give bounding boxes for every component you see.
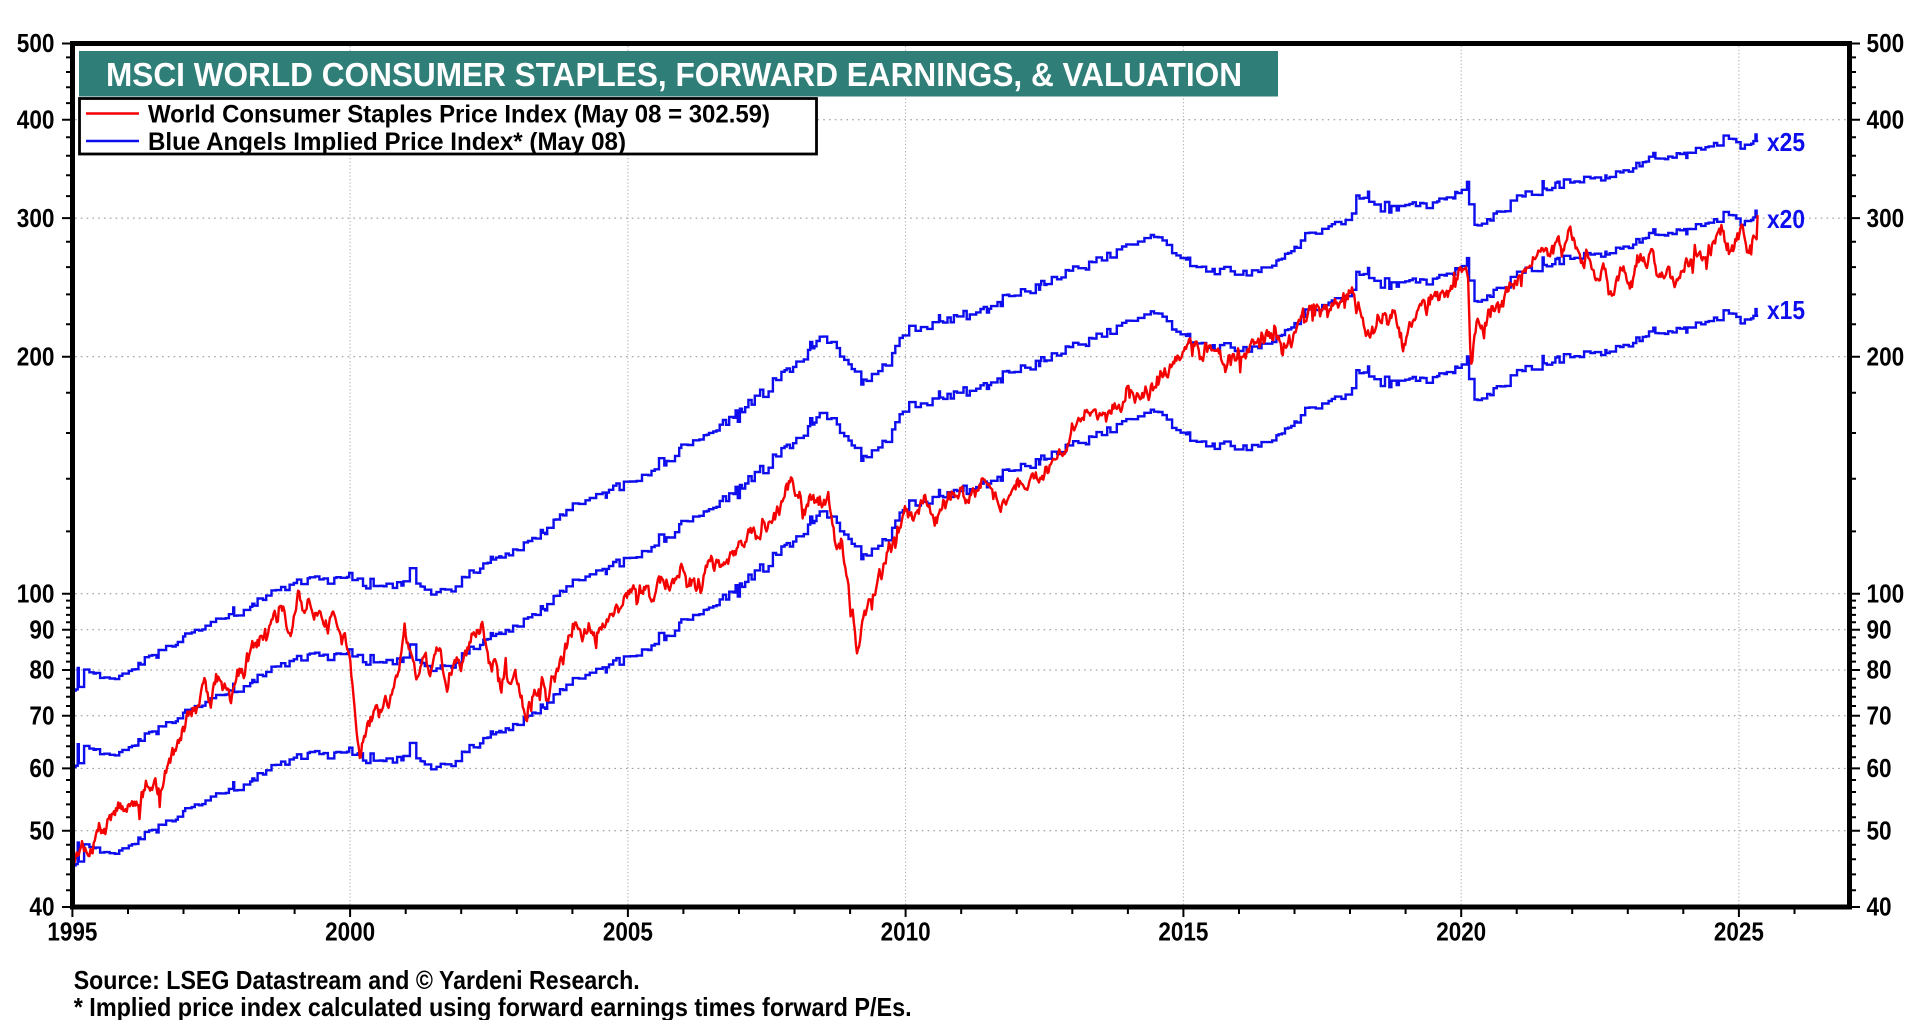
svg-text:2020: 2020 bbox=[1436, 917, 1486, 947]
svg-text:100: 100 bbox=[17, 578, 55, 608]
svg-text:90: 90 bbox=[29, 615, 54, 645]
svg-text:80: 80 bbox=[29, 655, 54, 685]
svg-text:World Consumer Staples Price I: World Consumer Staples Price Index (May … bbox=[148, 101, 770, 129]
svg-text:500: 500 bbox=[17, 28, 55, 58]
svg-text:x20: x20 bbox=[1767, 204, 1805, 234]
svg-text:300: 300 bbox=[1867, 203, 1905, 233]
svg-text:70: 70 bbox=[1867, 700, 1892, 730]
svg-text:Source: LSEG Datastream and ©: Source: LSEG Datastream and © Yardeni Re… bbox=[74, 965, 640, 995]
svg-text:90: 90 bbox=[1867, 615, 1892, 645]
svg-text:2010: 2010 bbox=[881, 917, 931, 947]
svg-text:200: 200 bbox=[17, 342, 55, 372]
svg-text:300: 300 bbox=[17, 203, 55, 233]
svg-text:50: 50 bbox=[1867, 815, 1892, 845]
svg-text:MSCI WORLD CONSUMER STAPLES, F: MSCI WORLD CONSUMER STAPLES, FORWARD EAR… bbox=[106, 56, 1242, 93]
svg-text:500: 500 bbox=[1867, 28, 1905, 58]
svg-text:2000: 2000 bbox=[325, 917, 375, 947]
svg-text:1995: 1995 bbox=[47, 917, 97, 947]
svg-text:80: 80 bbox=[1867, 655, 1892, 685]
svg-text:40: 40 bbox=[29, 892, 54, 922]
svg-text:2005: 2005 bbox=[603, 917, 653, 947]
svg-text:400: 400 bbox=[1867, 105, 1905, 135]
svg-text:400: 400 bbox=[17, 105, 55, 135]
svg-text:100: 100 bbox=[1867, 578, 1905, 608]
svg-text:60: 60 bbox=[1867, 753, 1892, 783]
svg-text:70: 70 bbox=[29, 700, 54, 730]
svg-text:Blue Angels Implied Price Inde: Blue Angels Implied Price Index* (May 08… bbox=[148, 128, 626, 156]
svg-text:2025: 2025 bbox=[1714, 917, 1764, 947]
svg-text:2015: 2015 bbox=[1158, 917, 1208, 947]
svg-text:x25: x25 bbox=[1767, 127, 1805, 157]
svg-text:* Implied price index calculat: * Implied price index calculated using f… bbox=[74, 992, 912, 1020]
svg-text:40: 40 bbox=[1867, 892, 1892, 922]
svg-text:60: 60 bbox=[29, 753, 54, 783]
svg-text:200: 200 bbox=[1867, 342, 1905, 372]
svg-text:50: 50 bbox=[29, 815, 54, 845]
svg-text:x15: x15 bbox=[1767, 295, 1805, 325]
